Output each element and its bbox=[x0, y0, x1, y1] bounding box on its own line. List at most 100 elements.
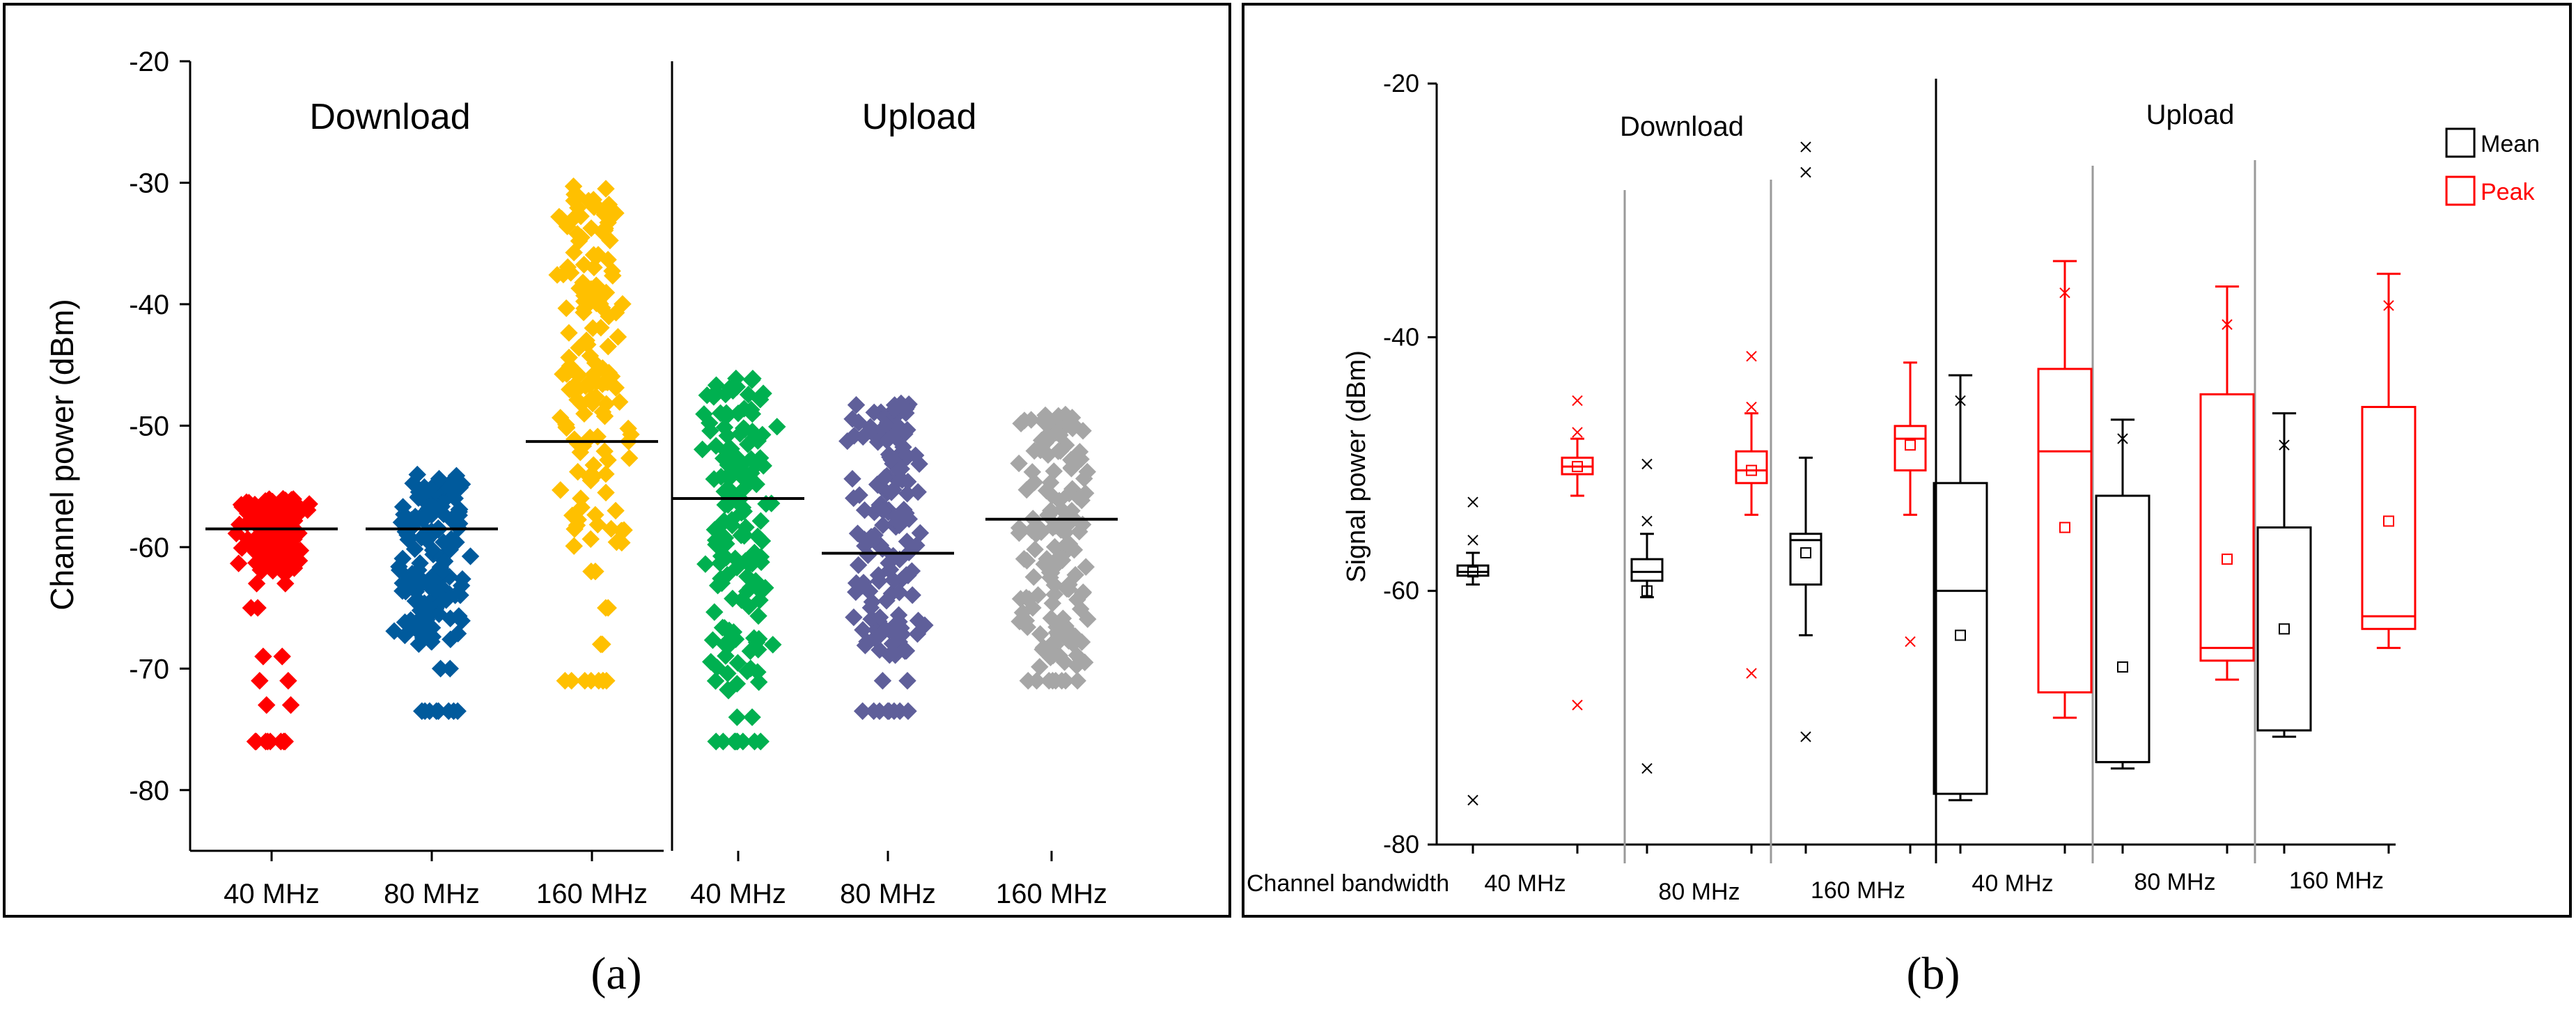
panel-a-point bbox=[416, 702, 434, 721]
panel-b-box-mean-avg-marker bbox=[1955, 629, 1966, 641]
panel-a-point bbox=[574, 274, 592, 292]
panel-a-point bbox=[622, 425, 640, 444]
panel-a-point bbox=[613, 521, 632, 540]
panel-a-point bbox=[441, 659, 459, 678]
panel-a-point bbox=[571, 443, 590, 462]
panel-a-point bbox=[845, 608, 863, 627]
panel-b-box-mean bbox=[2095, 418, 2150, 770]
panel-a-point bbox=[595, 442, 614, 460]
panel-a-point bbox=[430, 469, 448, 488]
panel-b-box-mean-outlier bbox=[2279, 439, 2290, 450]
panel-a-y-label: Channel power (dBm) bbox=[44, 299, 80, 610]
panel-a-frame bbox=[3, 3, 1231, 918]
panel-b-box-mean-outlier bbox=[1467, 535, 1478, 546]
panel-a-point bbox=[898, 672, 916, 690]
panel-b-y-tick-label: -40 bbox=[1383, 322, 1419, 351]
panel-a-x-tick-label: 160 MHz bbox=[536, 879, 648, 909]
panel-a-point bbox=[279, 672, 297, 690]
panel-b-frame bbox=[1242, 3, 2572, 918]
panel-b-x-tick-label: 40 MHz bbox=[1484, 870, 1566, 897]
panel-a-x-tick-label: 40 MHz bbox=[224, 879, 320, 909]
panel-b-box-mean-outlier bbox=[1800, 166, 1811, 178]
panel-b-box-peak-outlier bbox=[1572, 395, 1583, 407]
panel-a-point bbox=[597, 180, 615, 198]
panel-b-box-peak-avg-marker bbox=[2059, 521, 2070, 533]
panel-a-caption: (a) bbox=[591, 948, 641, 999]
panel-a-point bbox=[282, 491, 301, 509]
panel-b-box-mean-box bbox=[2256, 526, 2312, 732]
panel-a-point bbox=[243, 500, 262, 518]
panel-a-point bbox=[597, 465, 615, 483]
panel-b-box-mean-avg-marker bbox=[1800, 547, 1811, 559]
panel-a-point bbox=[285, 504, 303, 522]
panel-b-box-mean-outlier bbox=[1955, 395, 1966, 407]
panel-a-point bbox=[597, 395, 616, 413]
panel-a-point bbox=[599, 599, 617, 617]
panel-a-point bbox=[561, 264, 580, 282]
panel-a-point bbox=[448, 702, 467, 721]
panel-a-point bbox=[435, 552, 454, 570]
panel-a-point bbox=[570, 232, 588, 250]
panel-a-point bbox=[565, 537, 583, 555]
panel-a-point bbox=[588, 515, 607, 534]
panel-a-point bbox=[597, 483, 615, 502]
panel-a-point bbox=[696, 555, 715, 573]
panel-a-y-tick-label: -30 bbox=[129, 168, 169, 198]
panel-a-point bbox=[257, 696, 276, 714]
panel-a-point bbox=[610, 393, 629, 411]
panel-a-point bbox=[430, 605, 448, 623]
panel-a-point bbox=[273, 648, 291, 666]
panel-b-box-mean-outlier bbox=[1641, 515, 1653, 527]
panel-a-point bbox=[705, 603, 724, 621]
panel-b-box-peak-outlier bbox=[1746, 401, 1757, 413]
panel-b-box-peak-box bbox=[2199, 393, 2255, 662]
panel-a-point bbox=[589, 672, 608, 690]
panel-a-point bbox=[560, 324, 578, 342]
panel-a-point bbox=[251, 560, 270, 579]
panel-a-group-label: Upload bbox=[862, 97, 977, 137]
panel-a-point bbox=[593, 635, 611, 654]
panel-b-box-peak-outlier bbox=[1905, 636, 1916, 648]
panel-a-point bbox=[843, 469, 861, 488]
panel-a-point bbox=[552, 210, 571, 228]
panel-b-x-tick-label: 80 MHz bbox=[2134, 869, 2215, 895]
panel-a-point bbox=[705, 388, 723, 406]
panel-a-point bbox=[562, 672, 581, 690]
panel-a-point bbox=[607, 304, 625, 322]
panel-a-point bbox=[446, 586, 465, 604]
panel-a-point bbox=[586, 563, 604, 581]
panel-a-point bbox=[853, 702, 872, 721]
panel-a-point bbox=[557, 365, 576, 383]
panel-a-point bbox=[609, 328, 627, 346]
panel-a-point bbox=[393, 549, 412, 568]
panel-a-point bbox=[701, 414, 719, 432]
panel-a-point bbox=[396, 582, 415, 601]
panel-b-x-prefix: Channel bandwidth bbox=[1247, 870, 1449, 897]
panel-b-box-mean-box bbox=[1933, 482, 1988, 795]
panel-a-point bbox=[548, 266, 566, 284]
panel-b-box-peak-avg-marker bbox=[1905, 439, 1916, 451]
panel-b-box-mean-box bbox=[1630, 558, 1664, 582]
panel-a-point bbox=[432, 497, 451, 516]
panel-a-point bbox=[592, 318, 610, 337]
panel-b-box-peak-outlier bbox=[2059, 287, 2070, 299]
panel-b-box-peak-outlier bbox=[1572, 699, 1583, 711]
panel-b-box-mean-avg-marker bbox=[1467, 566, 1478, 578]
panel-b-box-mean-outlier bbox=[2117, 433, 2128, 444]
panel-b-box-peak-outlier bbox=[2222, 319, 2233, 330]
panel-a-point bbox=[575, 256, 593, 274]
panel-a-point bbox=[847, 395, 866, 414]
panel-a-point bbox=[233, 539, 251, 557]
panel-a-point bbox=[572, 395, 591, 414]
panel-b-box-mean bbox=[1456, 496, 1490, 806]
panel-b-box-mean-outlier bbox=[1800, 141, 1811, 152]
panel-b-box-peak bbox=[1735, 350, 1768, 679]
panel-b-box-peak-avg-marker bbox=[1572, 461, 1583, 473]
panel-a-point bbox=[430, 595, 448, 613]
panel-a-point bbox=[442, 533, 461, 551]
panel-a-point bbox=[575, 303, 593, 322]
panel-b-box-mean-outlier bbox=[1800, 731, 1811, 742]
panel-a-point bbox=[728, 708, 747, 726]
panel-b-caption: (b) bbox=[1907, 948, 1960, 999]
panel-a-point bbox=[566, 207, 584, 226]
